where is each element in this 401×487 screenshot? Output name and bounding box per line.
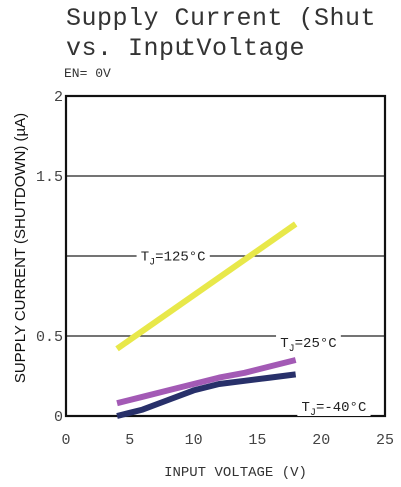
plot-frame bbox=[64, 94, 387, 418]
series-line-0 bbox=[115, 221, 298, 352]
y-tick-label-0: 0 bbox=[54, 409, 63, 426]
x-tick-label-0: 0 bbox=[61, 432, 70, 449]
x-tick-label-5: 25 bbox=[376, 432, 394, 449]
series-label-bg-2 bbox=[297, 396, 371, 416]
test-condition-label: EN= 0V bbox=[64, 66, 111, 81]
y-axis-label: SUPPLY CURRENT (SHUTDOWN) (µA) bbox=[12, 113, 29, 383]
chart-title-line-2-part-b: tVoltage bbox=[181, 34, 306, 63]
x-tick-label-4: 20 bbox=[312, 432, 330, 449]
chart-title-line-1: Supply Current (Shut bbox=[66, 4, 377, 33]
x-axis-label: INPUT VOLTAGE (V) bbox=[164, 465, 307, 481]
series-line-1 bbox=[116, 357, 297, 407]
chart-title-line-2-part-a: vs. Inpu bbox=[66, 34, 191, 63]
y-tick-label-2: 1.5 bbox=[36, 169, 63, 186]
series-label-bg-1 bbox=[276, 332, 341, 352]
series-label-1: TJ=25°C bbox=[280, 336, 336, 355]
series-line-2 bbox=[116, 371, 297, 419]
y-tick-label-3: 2 bbox=[54, 89, 63, 106]
y-tick-label-1: 0.5 bbox=[36, 329, 63, 346]
series-label-bg-0 bbox=[136, 245, 210, 266]
x-tick-label-2: 10 bbox=[185, 432, 203, 449]
x-tick-label-1: 5 bbox=[125, 432, 134, 449]
series-label-2: TJ=-40°C bbox=[302, 400, 367, 419]
chart-title-line-2: vs. InputVoltage bbox=[66, 34, 305, 63]
x-tick-label-3: 15 bbox=[248, 432, 266, 449]
series-label-0: TJ=125°C bbox=[141, 250, 206, 269]
